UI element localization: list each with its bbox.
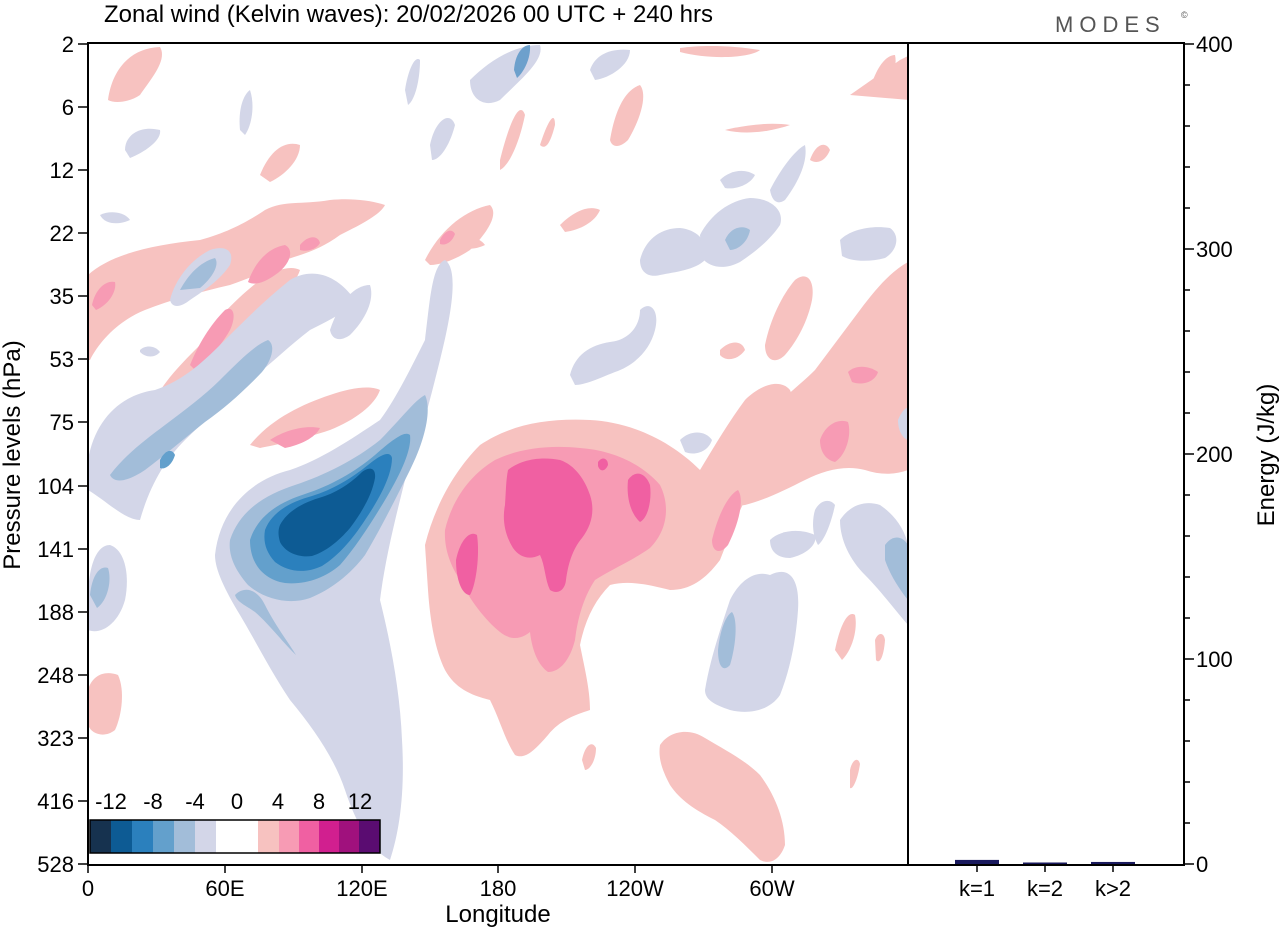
chart-title: Zonal wind (Kelvin waves): 20/02/2026 00…: [104, 1, 713, 28]
legend-swatch: [279, 820, 299, 853]
y-tick-label: 6: [62, 95, 74, 120]
y-tick-label: 188: [37, 600, 74, 625]
pressure-axis: 2 6 12 22 35 53 75 104 141 188 248 323 4…: [37, 32, 88, 877]
y-tick-label: 35: [50, 284, 74, 309]
x-tick-label: 180: [480, 876, 517, 901]
y-tick-label: 416: [37, 789, 74, 814]
energy-tick-label: 400: [1196, 32, 1233, 57]
legend-swatch: [111, 820, 132, 853]
energy-category-label: k=2: [1027, 876, 1063, 901]
x-tick-label: 0: [82, 876, 94, 901]
y-tick-label: 323: [37, 726, 74, 751]
legend-label: -12: [95, 789, 127, 814]
energy-tick-label: 200: [1196, 442, 1233, 467]
energy-axis-title: Energy (J/kg): [1253, 384, 1280, 527]
legend-swatch: [237, 820, 258, 853]
energy-bar: [1091, 861, 1135, 864]
y-tick-label: 528: [37, 852, 74, 877]
modes-logo: MODES: [1055, 12, 1166, 37]
legend-label: 0: [231, 789, 243, 814]
x-tick-label: 120E: [336, 876, 387, 901]
legend-frame: [89, 819, 381, 854]
legend-swatch: [153, 820, 174, 853]
legend-swatch: [319, 820, 339, 853]
y-tick-label: 248: [37, 663, 74, 688]
zonal-wind-field: [88, 45, 908, 862]
legend-swatch: [132, 820, 153, 853]
legend-label: 12: [348, 789, 372, 814]
y-tick-label: 104: [37, 474, 74, 499]
legend-label: 4: [272, 789, 284, 814]
legend-label: -4: [185, 789, 205, 814]
y-tick-label: 75: [50, 410, 74, 435]
legend-swatch: [216, 820, 237, 853]
logo-registered-mark: ©: [1181, 10, 1188, 20]
y-tick-label: 53: [50, 347, 74, 372]
legend-swatch: [174, 820, 195, 853]
legend-swatch: [359, 820, 380, 853]
legend-swatch: [258, 820, 279, 853]
energy-bar: [1023, 862, 1067, 864]
legend-label: 8: [313, 789, 325, 814]
longitude-axis: 0 60E 120E 180 120W 60W: [82, 865, 795, 901]
energy-tick-label: 0: [1196, 852, 1208, 877]
y-axis-title: Pressure levels (hPa): [0, 340, 26, 569]
energy-tick-label: 300: [1196, 237, 1233, 262]
x-tick-label: 60W: [749, 876, 794, 901]
energy-panel: 0 100 200 300 400 k=1 k=2 k>2 Energy (J/kg): [907, 32, 1280, 901]
legend-swatch: [90, 820, 111, 853]
energy-bars: [955, 859, 1135, 864]
color-legend: -12 -8 -4 0 4 8 12: [89, 789, 381, 854]
x-tick-label: 120W: [606, 876, 664, 901]
x-axis-title: Longitude: [445, 901, 550, 928]
energy-category-label: k>2: [1095, 876, 1131, 901]
energy-category-label: k=1: [959, 876, 995, 901]
y-tick-label: 12: [50, 158, 74, 183]
energy-bar: [955, 859, 999, 864]
y-tick-label: 2: [62, 32, 74, 57]
legend-label: -8: [143, 789, 163, 814]
x-tick-label: 60E: [205, 876, 244, 901]
y-tick-label: 141: [37, 537, 74, 562]
legend-swatch: [299, 820, 319, 853]
legend-swatch: [339, 820, 359, 853]
energy-tick-label: 100: [1196, 647, 1233, 672]
legend-swatch: [195, 820, 216, 853]
y-tick-label: 22: [50, 221, 74, 246]
energy-frame: [907, 42, 1185, 866]
energy-y-axis: 0 100 200 300 400: [1184, 32, 1233, 877]
energy-x-axis: k=1 k=2 k>2: [959, 865, 1131, 901]
